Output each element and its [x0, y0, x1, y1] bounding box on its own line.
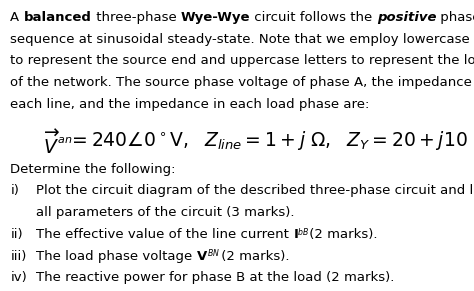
Text: balanced: balanced: [24, 11, 91, 24]
Text: $=240\angle 0{{}^\circ}\mathrm{V},\ \ Z_{line}=1+j\ \Omega,\ \ Z_Y=20+j10\ \Omeg: $=240\angle 0{{}^\circ}\mathrm{V},\ \ Z_…: [68, 129, 474, 152]
Text: positive: positive: [377, 11, 436, 24]
Text: each line, and the impedance in each load phase are:: each line, and the impedance in each loa…: [10, 98, 370, 111]
Text: $_{bB}$: $_{bB}$: [297, 226, 309, 239]
Text: $\mathbf{I}$: $\mathbf{I}$: [292, 228, 298, 241]
Text: circuit follows the: circuit follows the: [250, 11, 377, 24]
Text: iii): iii): [10, 250, 27, 262]
Text: all parameters of the circuit (3 marks).: all parameters of the circuit (3 marks).: [36, 206, 294, 219]
Text: The effective value of the line current: The effective value of the line current: [36, 228, 292, 241]
Text: Determine the following:: Determine the following:: [10, 163, 176, 176]
Text: Wye-Wye: Wye-Wye: [181, 11, 250, 24]
Text: of the network. The source phase voltage of phase A, the impedance of: of the network. The source phase voltage…: [10, 76, 474, 89]
Text: phase: phase: [436, 11, 474, 24]
Text: $\mathbf{V}$: $\mathbf{V}$: [196, 250, 208, 262]
Text: sequence at sinusoidal steady-state. Note that we employ lowercase letters: sequence at sinusoidal steady-state. Not…: [10, 33, 474, 46]
Text: $_{BN}$: $_{BN}$: [207, 248, 220, 260]
Text: to represent the source end and uppercase letters to represent the load end: to represent the source end and uppercas…: [10, 54, 474, 68]
Text: The reactive power for phase B at the load (2 marks).: The reactive power for phase B at the lo…: [36, 271, 394, 284]
Text: (2 marks).: (2 marks).: [306, 228, 378, 241]
Text: A: A: [10, 11, 24, 24]
Text: $_{an}$: $_{an}$: [57, 131, 73, 146]
Text: ii): ii): [10, 228, 23, 241]
Text: The load phase voltage: The load phase voltage: [36, 250, 196, 262]
Text: iv): iv): [10, 271, 27, 284]
Text: i): i): [10, 184, 19, 198]
Text: $\overrightarrow{V}$: $\overrightarrow{V}$: [43, 129, 60, 158]
Text: Plot the circuit diagram of the described three-phase circuit and label: Plot the circuit diagram of the describe…: [36, 184, 474, 198]
Text: (2 marks).: (2 marks).: [217, 250, 289, 262]
Text: three-phase: three-phase: [91, 11, 181, 24]
